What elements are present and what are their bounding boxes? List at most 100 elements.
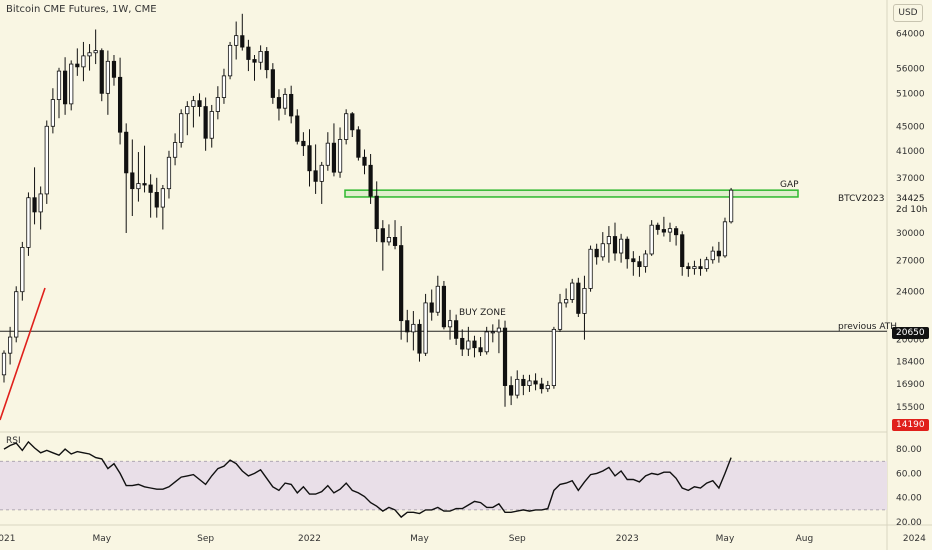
candle-body	[234, 35, 239, 46]
candle-body	[692, 266, 697, 270]
candle-body	[606, 236, 611, 245]
candle-body	[185, 106, 190, 115]
prev-ath-tag: 20650	[892, 327, 929, 339]
candle-body	[576, 282, 581, 314]
candle-body	[423, 302, 428, 354]
price-tick-label: 56000	[896, 65, 925, 75]
price-tick-label: 27000	[896, 257, 925, 267]
candle-body	[227, 44, 233, 77]
price-tick-label: 41000	[896, 147, 925, 157]
candle-body	[38, 193, 43, 213]
candle-body	[276, 97, 282, 109]
candle-body	[582, 288, 587, 314]
candle-body	[14, 291, 19, 338]
candle-body	[154, 192, 159, 208]
candle-body	[307, 145, 312, 172]
candle-body	[56, 70, 62, 101]
rsi-tick-label: 40.00	[896, 494, 922, 504]
candle-body	[716, 250, 721, 257]
candle-body	[270, 69, 275, 98]
candle-body	[313, 170, 318, 182]
gap-label: GAP	[780, 180, 799, 190]
candle-body	[551, 328, 557, 386]
price-tick-label: 37000	[896, 174, 925, 184]
candle-body	[44, 125, 49, 195]
candle-body	[667, 228, 673, 233]
candle-body	[203, 106, 208, 139]
rsi-band	[0, 461, 887, 510]
rsi-line	[3, 440, 732, 519]
rsi-label: RSI	[6, 436, 21, 446]
candle-body	[105, 60, 110, 94]
candle-body	[478, 347, 483, 353]
candle-body	[160, 188, 165, 208]
candle-body	[209, 111, 214, 139]
candle-body	[594, 248, 599, 258]
candle-body	[557, 302, 563, 330]
chart-title: Bitcoin CME Futures, 1W, CME	[6, 4, 157, 15]
price-tick-label: 18400	[896, 358, 925, 368]
candle-body	[374, 195, 379, 230]
candle-body	[32, 197, 37, 213]
candle-body	[661, 229, 666, 233]
candle-body	[637, 261, 642, 268]
candle-body	[197, 100, 202, 107]
candle-body	[429, 302, 434, 313]
candle-body	[564, 299, 569, 304]
time-tick-label: Sep	[509, 534, 526, 544]
candle-body	[93, 50, 98, 54]
candle-body	[191, 100, 196, 107]
candle-body	[392, 237, 398, 246]
candle-body	[680, 234, 685, 268]
time-tick-label: 2022	[298, 534, 321, 544]
candle-body	[625, 238, 630, 260]
time-tick-label: Sep	[197, 534, 214, 544]
red-trendline	[0, 287, 46, 421]
time-tick-label: 2021	[0, 534, 15, 544]
candle-body	[710, 250, 715, 261]
candle-body	[252, 59, 257, 63]
candle-body	[435, 285, 440, 313]
price-tick-label: 24000	[896, 288, 925, 298]
candle-body	[496, 327, 502, 333]
candle-body	[704, 259, 709, 270]
candle-body	[539, 383, 544, 390]
candle-body	[447, 320, 453, 328]
candle-body	[399, 245, 404, 322]
candle-body	[69, 63, 74, 105]
candle-body	[350, 113, 355, 131]
candle-body	[166, 156, 172, 190]
price-tick-label: 51000	[896, 89, 925, 99]
candle-body	[509, 385, 514, 396]
ticker-countdown: 2d 10h	[896, 205, 928, 215]
candle-body	[63, 70, 68, 105]
candle-body	[728, 189, 734, 223]
gap-rect	[344, 189, 799, 198]
time-tick-label: May	[410, 534, 429, 544]
candle-body	[215, 97, 220, 112]
candle-body	[20, 247, 25, 293]
candle-body	[117, 76, 123, 133]
price-tick-label: 45000	[896, 122, 925, 132]
candle-body	[686, 266, 691, 270]
low-price-tag: 14190	[892, 419, 929, 431]
candle-body	[130, 172, 135, 190]
candle-body	[649, 224, 654, 255]
candle-body	[221, 75, 227, 98]
candle-body	[722, 221, 728, 257]
candle-body	[142, 183, 147, 186]
time-tick-label: 2023	[616, 534, 639, 544]
candle-body	[484, 331, 489, 353]
candle-body	[466, 340, 471, 350]
currency-button[interactable]: USD	[893, 4, 923, 22]
time-tick-label: Aug	[796, 534, 814, 544]
price-tick-label: 20000	[896, 336, 925, 346]
candle-body	[295, 115, 300, 142]
candle-body	[50, 99, 55, 127]
trendline	[0, 287, 46, 421]
buy-zone-label: BUY ZONE	[459, 308, 506, 318]
candle-body	[533, 380, 538, 385]
candle-body	[460, 337, 465, 350]
candle-body	[527, 380, 532, 386]
